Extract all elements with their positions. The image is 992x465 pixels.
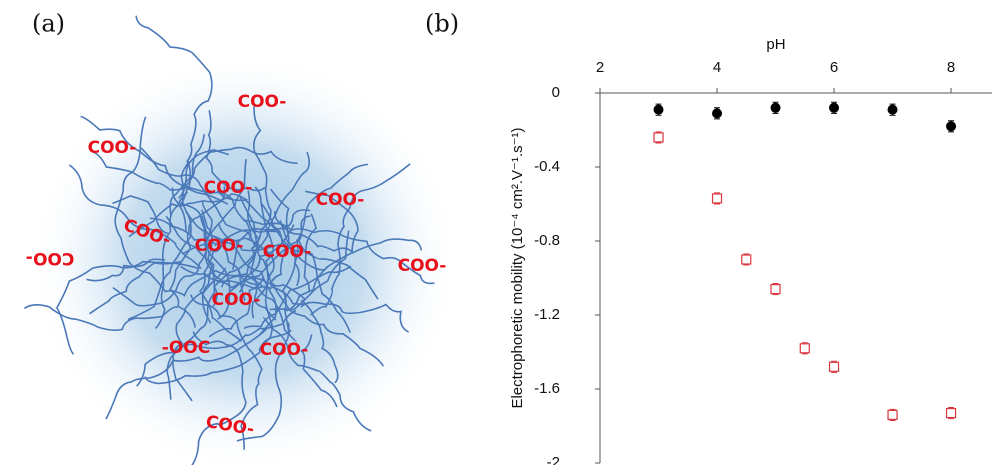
polymer-chain <box>243 219 435 285</box>
polymer-chain <box>297 238 351 333</box>
polymer-chain <box>263 316 372 432</box>
polymer-chain <box>238 106 272 293</box>
polymer-chain <box>23 304 178 331</box>
y-tick-label: 0 <box>552 84 560 101</box>
y-tick-label: -0.8 <box>534 232 560 249</box>
polymer-chain <box>199 239 243 343</box>
polymer-chain <box>200 209 213 324</box>
polymer-chain <box>190 294 263 450</box>
point <box>711 193 723 204</box>
y-tick-label: -0.4 <box>534 158 560 175</box>
polymer-chain <box>80 115 229 205</box>
point <box>829 102 840 113</box>
polymer-chain <box>178 146 298 232</box>
point <box>653 104 664 115</box>
polymer-chain <box>293 163 369 287</box>
y-tick-label: -2 <box>547 454 560 465</box>
polymer-chain <box>68 164 202 270</box>
chemical-label: COO- <box>316 190 365 210</box>
chemical-label: COO- <box>212 290 261 310</box>
x-tick-label: 2 <box>596 59 604 76</box>
polymer-chain <box>180 160 246 301</box>
point <box>887 409 898 420</box>
scatter-chart: 2 4 6 8 pH 0 -0.4 -0.8 -1.2 -1.6 -2 Electrophoretic… <box>509 36 992 465</box>
polymer-chain <box>309 163 411 316</box>
chemical-label: COO- <box>260 340 309 360</box>
polymer-chain <box>210 238 277 337</box>
polymer-chain <box>205 110 266 192</box>
polymer-chain <box>221 275 306 300</box>
polymer-chain <box>169 134 206 217</box>
polymer-chain <box>155 191 189 329</box>
polymer-chain <box>105 328 268 420</box>
polymer-chain <box>254 186 379 300</box>
polymer-chain <box>127 211 192 321</box>
polymer-chain <box>232 209 311 270</box>
polymer-chain <box>279 220 297 335</box>
polymer-chain <box>191 331 247 465</box>
polymer-chain <box>169 186 226 328</box>
chemical-label: COO- <box>263 242 312 262</box>
polymer-chain <box>144 329 292 385</box>
y-tick-label: -1.6 <box>534 380 560 397</box>
x-tick-label: 6 <box>830 59 838 76</box>
polymer-chain <box>300 299 339 384</box>
polymer-chain <box>216 189 328 271</box>
panel-label: (a) <box>32 10 65 38</box>
polymer-chain <box>228 237 275 319</box>
polymer-chain <box>55 260 200 355</box>
polymer-chain <box>286 190 359 312</box>
polymer-chain <box>300 301 409 333</box>
polymer-chain <box>271 282 385 367</box>
polymer-chain <box>182 159 247 255</box>
polymer-chain <box>112 201 213 307</box>
polymer-chain <box>171 187 228 244</box>
polymer-chain <box>149 217 281 247</box>
polymer-chain <box>128 193 248 238</box>
polymer-chain <box>212 151 311 307</box>
polymer-chain <box>178 149 230 199</box>
point <box>828 361 840 372</box>
polymer-chain <box>274 210 423 254</box>
chemical-label: COO- <box>238 92 287 112</box>
polymer-chain <box>114 116 186 297</box>
polymer-chain <box>89 260 182 315</box>
polymer-chain <box>243 265 352 330</box>
x-tick-label: 4 <box>713 59 721 76</box>
chemical-label: COO- <box>204 178 253 198</box>
point <box>770 284 781 295</box>
chemical-label: COO- <box>88 138 137 158</box>
point <box>799 343 810 354</box>
chemical-label: COO- <box>398 256 447 276</box>
polymer-chains <box>23 15 435 465</box>
polymer-chain <box>236 322 290 442</box>
x-tick-label: 8 <box>947 59 955 76</box>
polymer-chain <box>299 334 338 408</box>
polymer-chain <box>135 15 213 190</box>
chemical-labels: COO- COO- COO- COO- COO- COO- COO- COO- COO- COO-… <box>26 92 447 440</box>
polymer-chain <box>172 267 227 402</box>
point <box>887 104 898 115</box>
y-axis-label: Electrophoretic mobility (10⁻⁴ cm².V⁻¹.s… <box>509 127 526 408</box>
polymer-chain <box>86 258 166 282</box>
point <box>945 407 957 419</box>
polymer-chain <box>180 265 272 290</box>
point <box>741 254 752 265</box>
point <box>770 102 781 113</box>
polymer-chain <box>112 195 169 235</box>
polymer-chain <box>136 309 297 387</box>
point <box>946 121 957 132</box>
chemical-label: COO- <box>195 236 244 256</box>
chemical-label: -OOC <box>162 338 210 358</box>
micelle-glow <box>30 52 460 465</box>
panel-label: (b) <box>425 10 459 38</box>
point <box>653 132 664 143</box>
x-axis-label: pH <box>766 36 785 53</box>
point <box>712 108 723 119</box>
polymer-chain <box>216 215 311 289</box>
y-tick-label: -1.2 <box>534 306 560 323</box>
chemical-label: COO- <box>26 248 75 268</box>
polymer-chain <box>239 196 277 321</box>
